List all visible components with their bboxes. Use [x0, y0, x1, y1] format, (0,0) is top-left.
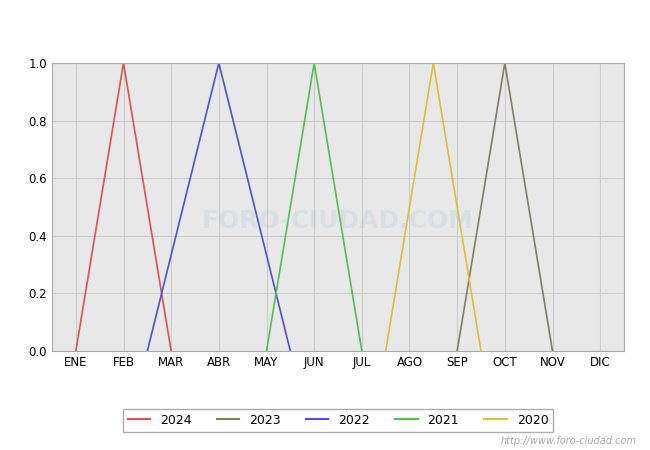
- Text: http://www.foro-ciudad.com: http://www.foro-ciudad.com: [501, 436, 637, 446]
- Legend: 2024, 2023, 2022, 2021, 2020: 2024, 2023, 2022, 2021, 2020: [123, 409, 553, 432]
- Text: FORO-CIUDAD.COM: FORO-CIUDAD.COM: [202, 209, 474, 234]
- Text: Matriculaciones de Vehiculos en Litago: Matriculaciones de Vehiculos en Litago: [150, 18, 500, 36]
